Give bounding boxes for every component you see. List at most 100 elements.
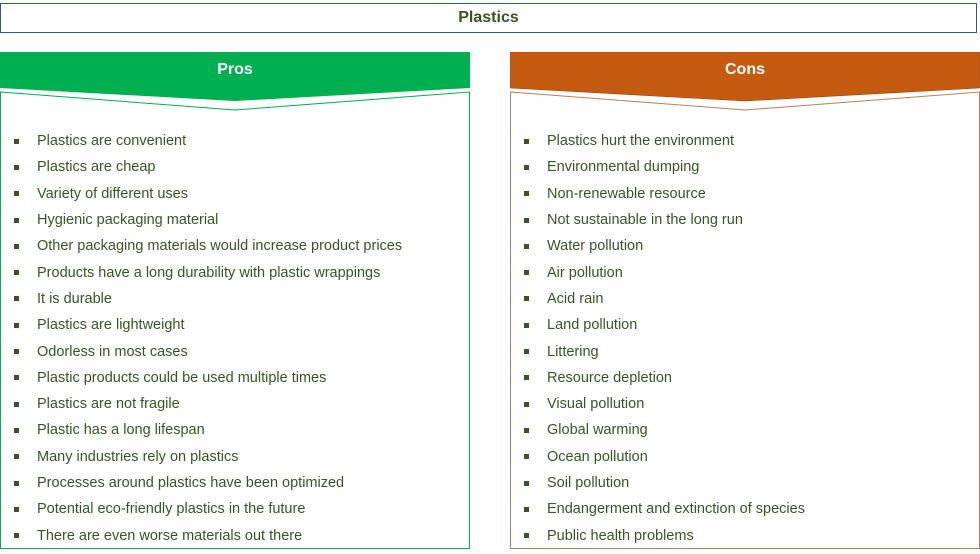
square-bullet-icon bbox=[14, 164, 19, 170]
square-bullet-icon bbox=[14, 506, 19, 512]
square-bullet-icon bbox=[14, 375, 19, 381]
cons-list-item: Endangerment and extinction of species bbox=[510, 496, 805, 522]
pros-list-item: It is durable bbox=[0, 286, 402, 312]
square-bullet-icon bbox=[14, 138, 19, 144]
list-item-text: There are even worse materials out there bbox=[37, 527, 303, 544]
square-bullet-icon bbox=[14, 217, 19, 223]
pros-list-item: Plastics are not fragile bbox=[0, 391, 402, 417]
cons-column: Cons Plastics hurt the environment Enviro… bbox=[510, 52, 980, 549]
list-item-text: Endangerment and extinction of species bbox=[547, 501, 805, 518]
pros-list-item: Plastics are convenient bbox=[0, 128, 402, 154]
list-item-text: Resource depletion bbox=[547, 369, 672, 386]
pros-list-item: Plastics are cheap bbox=[0, 154, 402, 180]
square-bullet-icon bbox=[14, 243, 19, 249]
list-item-text: Plastics are lightweight bbox=[37, 317, 185, 334]
list-item-text: Products have a long durability with pla… bbox=[37, 264, 381, 281]
square-bullet-icon bbox=[14, 533, 19, 539]
square-bullet-icon bbox=[14, 322, 19, 328]
list-item-text: Acid rain bbox=[547, 290, 604, 307]
square-bullet-icon bbox=[524, 427, 529, 433]
square-bullet-icon bbox=[524, 506, 529, 512]
list-item-text: Littering bbox=[547, 343, 599, 360]
square-bullet-icon bbox=[524, 454, 529, 460]
list-item-text: Plastics are not fragile bbox=[37, 396, 180, 413]
square-bullet-icon bbox=[524, 164, 529, 170]
list-item-text: Many industries rely on plastics bbox=[37, 448, 239, 465]
square-bullet-icon bbox=[14, 191, 19, 197]
pros-list-item: Variety of different uses bbox=[0, 181, 402, 207]
list-item-text: Plastics hurt the environment bbox=[547, 133, 734, 150]
cons-list-item: Non-renewable resource bbox=[510, 181, 805, 207]
cons-list-item: Plastics hurt the environment bbox=[510, 128, 805, 154]
pros-list-item: Products have a long durability with pla… bbox=[0, 259, 402, 285]
square-bullet-icon bbox=[524, 533, 529, 539]
square-bullet-icon bbox=[14, 349, 19, 355]
list-item-text: Environmental dumping bbox=[547, 159, 700, 176]
square-bullet-icon bbox=[14, 270, 19, 276]
square-bullet-icon bbox=[524, 349, 529, 355]
cons-list-item: Not sustainable in the long run bbox=[510, 207, 805, 233]
square-bullet-icon bbox=[524, 217, 529, 223]
pros-list-item: Plastic products could be used multiple … bbox=[0, 365, 402, 391]
square-bullet-icon bbox=[524, 243, 529, 249]
list-item-text: Plastic has a long lifespan bbox=[37, 422, 205, 439]
list-item-text: Ocean pollution bbox=[547, 448, 648, 465]
pros-list-item: Potential eco-friendly plastics in the f… bbox=[0, 496, 402, 522]
cons-list: Plastics hurt the environment Environment… bbox=[510, 128, 805, 549]
pros-list: Plastics are convenient Plastics are chea… bbox=[0, 128, 402, 549]
square-bullet-icon bbox=[524, 270, 529, 276]
list-item-text: Odorless in most cases bbox=[37, 343, 188, 360]
cons-list-item: Land pollution bbox=[510, 312, 805, 338]
list-item-text: Plastic products could be used multiple … bbox=[37, 369, 327, 386]
pros-list-item: There are even worse materials out there bbox=[0, 522, 402, 548]
square-bullet-icon bbox=[14, 401, 19, 407]
list-item-text: Non-renewable resource bbox=[547, 185, 706, 202]
list-item-text: Public health problems bbox=[547, 527, 694, 544]
square-bullet-icon bbox=[14, 296, 19, 302]
list-item-text: Visual pollution bbox=[547, 396, 645, 413]
square-bullet-icon bbox=[524, 375, 529, 381]
square-bullet-icon bbox=[14, 427, 19, 433]
cons-list-item: Resource depletion bbox=[510, 365, 805, 391]
list-item-text: It is durable bbox=[37, 290, 112, 307]
list-item-text: Potential eco-friendly plastics in the f… bbox=[37, 501, 306, 518]
list-item-text: Air pollution bbox=[547, 264, 623, 281]
list-item-text: Not sustainable in the long run bbox=[547, 212, 743, 229]
list-item-text: Variety of different uses bbox=[37, 185, 188, 202]
cons-list-item: Ocean pollution bbox=[510, 444, 805, 470]
pros-list-item: Odorless in most cases bbox=[0, 338, 402, 364]
list-item-text: Soil pollution bbox=[547, 475, 630, 491]
cons-list-item: Littering bbox=[510, 338, 805, 364]
cons-list-item: Soil pollution bbox=[510, 470, 805, 496]
square-bullet-icon bbox=[524, 138, 529, 144]
pros-list-item: Other packaging materials would increase… bbox=[0, 233, 402, 259]
list-item-text: Water pollution bbox=[547, 238, 644, 255]
pros-list-item: Plastic has a long lifespan bbox=[0, 417, 402, 443]
pros-frame bbox=[0, 52, 470, 549]
pros-list-item: Many industries rely on plastics bbox=[0, 444, 402, 470]
cons-list-item: Environmental dumping bbox=[510, 154, 805, 180]
list-item-text: Plastics are cheap bbox=[37, 159, 156, 176]
pros-column: Pros Plastics are convenient Plastics are… bbox=[0, 52, 470, 549]
pros-header: Pros bbox=[217, 61, 253, 78]
square-bullet-icon bbox=[14, 480, 19, 486]
cons-list-item: Global warming bbox=[510, 417, 805, 443]
square-bullet-icon bbox=[14, 454, 19, 460]
list-item-text: Land pollution bbox=[547, 317, 638, 334]
square-bullet-icon bbox=[524, 191, 529, 197]
list-item-text: Global warming bbox=[547, 422, 648, 439]
cons-list-item: Acid rain bbox=[510, 286, 805, 312]
list-item-text: Processes around plastics have been opti… bbox=[37, 475, 345, 491]
list-item-text: Other packaging materials would increase… bbox=[37, 238, 403, 255]
cons-frame bbox=[510, 52, 980, 549]
pros-list-item: Hygienic packaging material bbox=[0, 207, 402, 233]
cons-list-item: Water pollution bbox=[510, 233, 805, 259]
page-title: Plastics bbox=[0, 3, 977, 33]
cons-list-item: Air pollution bbox=[510, 259, 805, 285]
pros-list-item: Processes around plastics have been opti… bbox=[0, 470, 402, 496]
square-bullet-icon bbox=[524, 480, 529, 486]
cons-list-item: Visual pollution bbox=[510, 391, 805, 417]
square-bullet-icon bbox=[524, 296, 529, 302]
list-item-text: Hygienic packaging material bbox=[37, 212, 219, 229]
list-item-text: Plastics are convenient bbox=[37, 133, 187, 150]
